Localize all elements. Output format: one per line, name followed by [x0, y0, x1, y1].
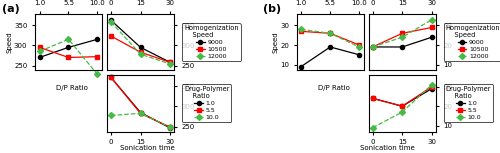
- Text: D/P Ratio: D/P Ratio: [318, 85, 350, 91]
- Text: (a): (a): [2, 4, 20, 14]
- Text: Sonication time: Sonication time: [360, 146, 415, 151]
- Legend: 1.0, 5.5, 10.0: 1.0, 5.5, 10.0: [444, 84, 493, 122]
- Legend: 1.0, 5.5, 10.0: 1.0, 5.5, 10.0: [182, 84, 232, 122]
- Legend: 9000, 10500, 12000: 9000, 10500, 12000: [444, 23, 500, 61]
- Text: (b): (b): [263, 4, 281, 14]
- Y-axis label: Speed: Speed: [6, 31, 12, 53]
- Legend: 9000, 10500, 12000: 9000, 10500, 12000: [182, 23, 240, 61]
- Text: Sonication time: Sonication time: [120, 146, 175, 151]
- Y-axis label: Speed: Speed: [272, 31, 278, 53]
- Text: D/P Ratio: D/P Ratio: [56, 85, 88, 91]
